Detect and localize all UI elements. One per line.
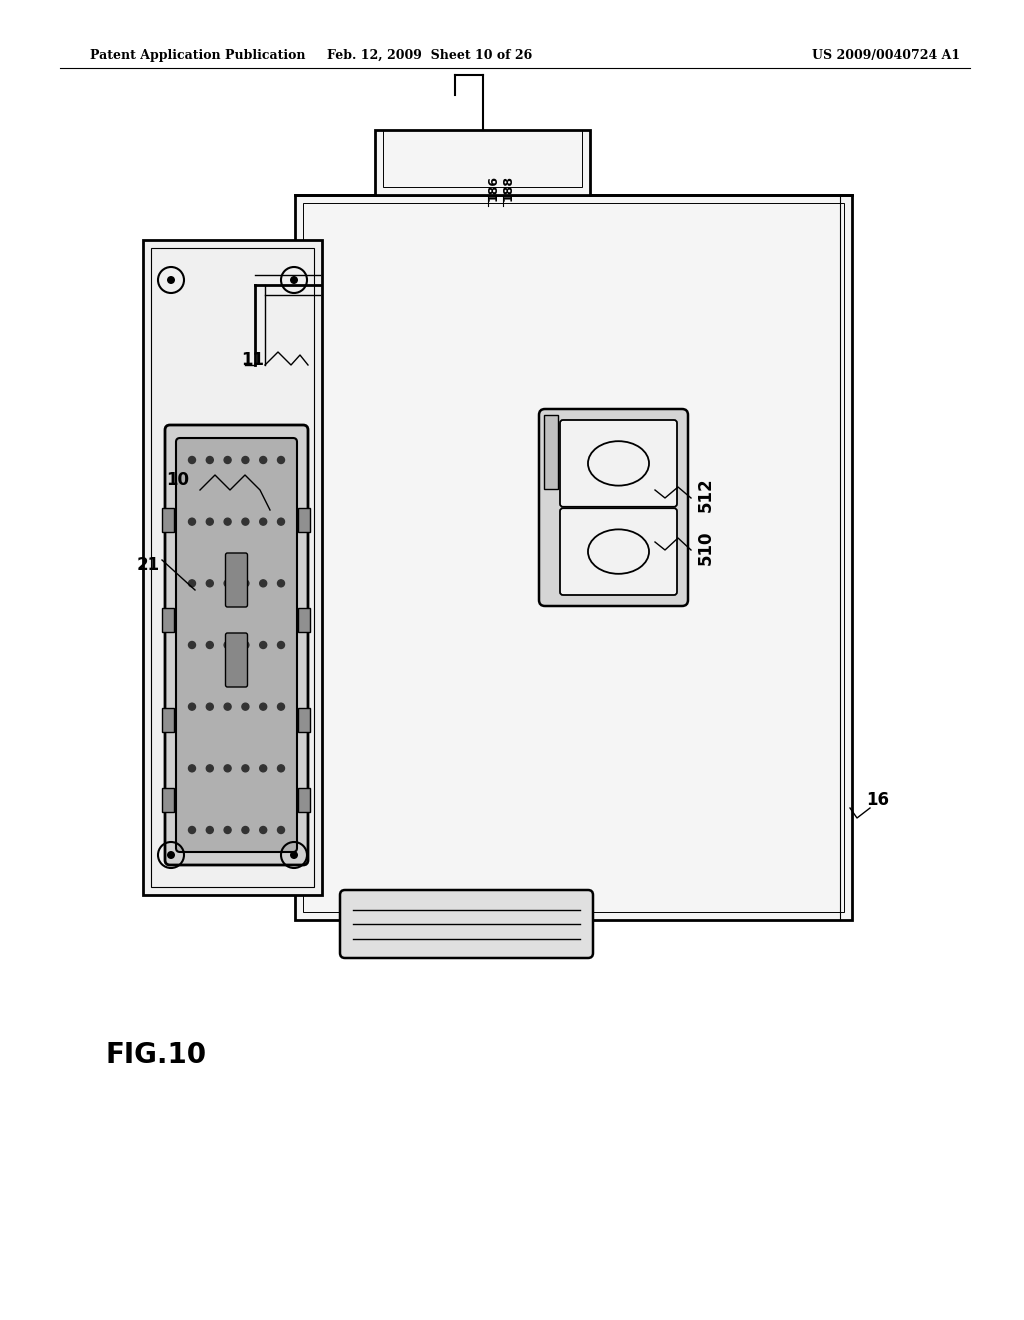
Text: 188: 188 bbox=[502, 176, 515, 201]
Circle shape bbox=[188, 764, 196, 772]
Bar bbox=[151, 248, 314, 887]
Circle shape bbox=[224, 764, 231, 772]
Circle shape bbox=[290, 276, 298, 284]
Bar bbox=[298, 508, 310, 532]
Circle shape bbox=[278, 457, 285, 463]
Bar bbox=[375, 129, 590, 195]
Circle shape bbox=[278, 642, 285, 648]
Circle shape bbox=[278, 826, 285, 833]
Circle shape bbox=[167, 851, 175, 859]
Bar bbox=[303, 203, 844, 912]
Circle shape bbox=[206, 704, 213, 710]
FancyBboxPatch shape bbox=[225, 634, 248, 686]
Circle shape bbox=[242, 704, 249, 710]
Circle shape bbox=[206, 642, 213, 648]
Circle shape bbox=[278, 704, 285, 710]
Circle shape bbox=[224, 826, 231, 833]
Circle shape bbox=[188, 457, 196, 463]
FancyBboxPatch shape bbox=[560, 420, 677, 507]
Bar bbox=[162, 609, 174, 632]
Circle shape bbox=[242, 519, 249, 525]
Bar bbox=[162, 788, 174, 812]
Circle shape bbox=[260, 764, 266, 772]
Circle shape bbox=[242, 764, 249, 772]
Circle shape bbox=[206, 457, 213, 463]
Text: 186: 186 bbox=[487, 176, 500, 201]
Circle shape bbox=[278, 764, 285, 772]
Bar bbox=[298, 788, 310, 812]
Circle shape bbox=[206, 519, 213, 525]
Circle shape bbox=[206, 764, 213, 772]
Bar bbox=[298, 708, 310, 733]
Bar bbox=[544, 414, 558, 488]
Circle shape bbox=[188, 642, 196, 648]
FancyBboxPatch shape bbox=[165, 425, 308, 865]
Text: 10: 10 bbox=[167, 471, 189, 488]
Circle shape bbox=[188, 826, 196, 833]
Bar bbox=[143, 240, 322, 895]
Text: FIG.10: FIG.10 bbox=[105, 1041, 206, 1069]
FancyBboxPatch shape bbox=[176, 438, 297, 851]
Text: 21: 21 bbox=[136, 556, 160, 574]
FancyBboxPatch shape bbox=[340, 890, 593, 958]
FancyBboxPatch shape bbox=[560, 508, 677, 595]
Circle shape bbox=[242, 457, 249, 463]
Circle shape bbox=[290, 851, 298, 859]
Circle shape bbox=[224, 704, 231, 710]
Bar bbox=[298, 609, 310, 632]
Circle shape bbox=[224, 642, 231, 648]
Circle shape bbox=[260, 579, 266, 587]
Text: Feb. 12, 2009  Sheet 10 of 26: Feb. 12, 2009 Sheet 10 of 26 bbox=[328, 49, 532, 62]
Bar bbox=[295, 195, 852, 920]
Text: 11: 11 bbox=[242, 351, 264, 370]
Bar bbox=[383, 129, 582, 187]
Circle shape bbox=[167, 276, 175, 284]
Circle shape bbox=[260, 457, 266, 463]
Bar bbox=[162, 708, 174, 733]
Circle shape bbox=[278, 579, 285, 587]
Text: 16: 16 bbox=[866, 791, 890, 809]
Circle shape bbox=[260, 519, 266, 525]
FancyBboxPatch shape bbox=[225, 553, 248, 607]
Circle shape bbox=[242, 826, 249, 833]
FancyBboxPatch shape bbox=[539, 409, 688, 606]
Circle shape bbox=[188, 704, 196, 710]
Circle shape bbox=[260, 642, 266, 648]
Circle shape bbox=[206, 579, 213, 587]
Circle shape bbox=[260, 704, 266, 710]
Circle shape bbox=[260, 826, 266, 833]
Circle shape bbox=[224, 519, 231, 525]
Circle shape bbox=[278, 519, 285, 525]
Text: Patent Application Publication: Patent Application Publication bbox=[90, 49, 305, 62]
Text: 512: 512 bbox=[697, 478, 715, 512]
Circle shape bbox=[242, 642, 249, 648]
Circle shape bbox=[242, 579, 249, 587]
Circle shape bbox=[206, 826, 213, 833]
Circle shape bbox=[188, 579, 196, 587]
Circle shape bbox=[188, 519, 196, 525]
Circle shape bbox=[224, 457, 231, 463]
Text: US 2009/0040724 A1: US 2009/0040724 A1 bbox=[812, 49, 961, 62]
Text: 510: 510 bbox=[697, 531, 715, 565]
Circle shape bbox=[224, 579, 231, 587]
Bar bbox=[162, 508, 174, 532]
